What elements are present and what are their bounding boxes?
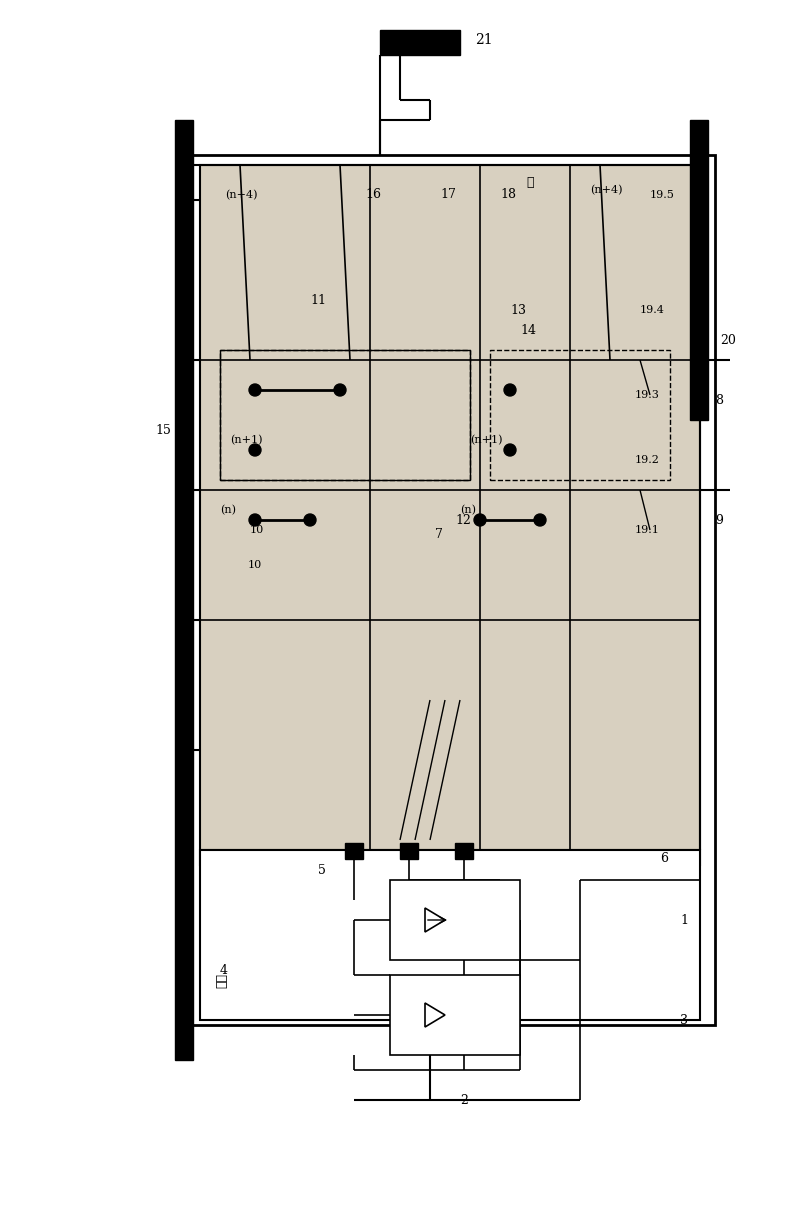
- Text: 21: 21: [475, 33, 493, 47]
- Text: 20: 20: [720, 333, 736, 347]
- Text: 15: 15: [155, 423, 171, 437]
- Text: 19.1: 19.1: [635, 525, 660, 535]
- Text: 14: 14: [520, 323, 536, 337]
- Text: 17: 17: [440, 188, 456, 202]
- Text: 10: 10: [250, 525, 264, 535]
- Text: 9: 9: [715, 513, 723, 527]
- Bar: [200, 165, 700, 865]
- Circle shape: [249, 444, 261, 456]
- Text: 4: 4: [220, 963, 228, 976]
- Text: (n+1): (n+1): [470, 435, 502, 445]
- Text: 19.5: 19.5: [650, 190, 675, 199]
- Text: 2: 2: [460, 1093, 468, 1107]
- Bar: [185, 154, 715, 1025]
- Text: 油: 油: [526, 175, 534, 188]
- Bar: [175, 120, 193, 1060]
- Bar: [200, 850, 700, 1020]
- Text: 16: 16: [365, 188, 381, 202]
- Text: (n+4): (n+4): [225, 190, 258, 201]
- Bar: [220, 350, 470, 480]
- Text: (n+4): (n+4): [590, 185, 622, 195]
- Text: 11: 11: [310, 293, 326, 306]
- Text: 5: 5: [318, 863, 326, 877]
- Bar: [345, 843, 363, 858]
- Text: 19.3: 19.3: [635, 390, 660, 400]
- Bar: [220, 350, 470, 480]
- Bar: [690, 120, 708, 420]
- Text: 8: 8: [715, 394, 723, 406]
- Bar: [390, 880, 520, 959]
- Circle shape: [474, 514, 486, 527]
- Circle shape: [304, 514, 316, 527]
- Text: 1: 1: [680, 913, 688, 927]
- Text: (n): (n): [220, 505, 236, 516]
- Bar: [380, 30, 460, 55]
- Text: 19.2: 19.2: [635, 455, 660, 465]
- Bar: [455, 843, 473, 858]
- Text: 7: 7: [435, 529, 443, 541]
- Text: 19.4: 19.4: [640, 305, 665, 315]
- Bar: [390, 975, 520, 1055]
- Text: 10: 10: [248, 561, 262, 570]
- Circle shape: [504, 444, 516, 456]
- Text: 18: 18: [500, 188, 516, 202]
- Bar: [490, 350, 670, 480]
- Text: 12: 12: [455, 513, 471, 527]
- Circle shape: [334, 384, 346, 396]
- Text: 13: 13: [510, 304, 526, 316]
- Circle shape: [504, 384, 516, 396]
- Text: 6: 6: [660, 851, 668, 865]
- Circle shape: [249, 514, 261, 527]
- Text: 3: 3: [680, 1013, 688, 1026]
- Text: (n): (n): [460, 505, 476, 516]
- Circle shape: [249, 384, 261, 396]
- Circle shape: [534, 514, 546, 527]
- Text: 空气: 空气: [215, 973, 228, 987]
- Bar: [400, 843, 418, 858]
- Text: (n+1): (n+1): [230, 435, 262, 445]
